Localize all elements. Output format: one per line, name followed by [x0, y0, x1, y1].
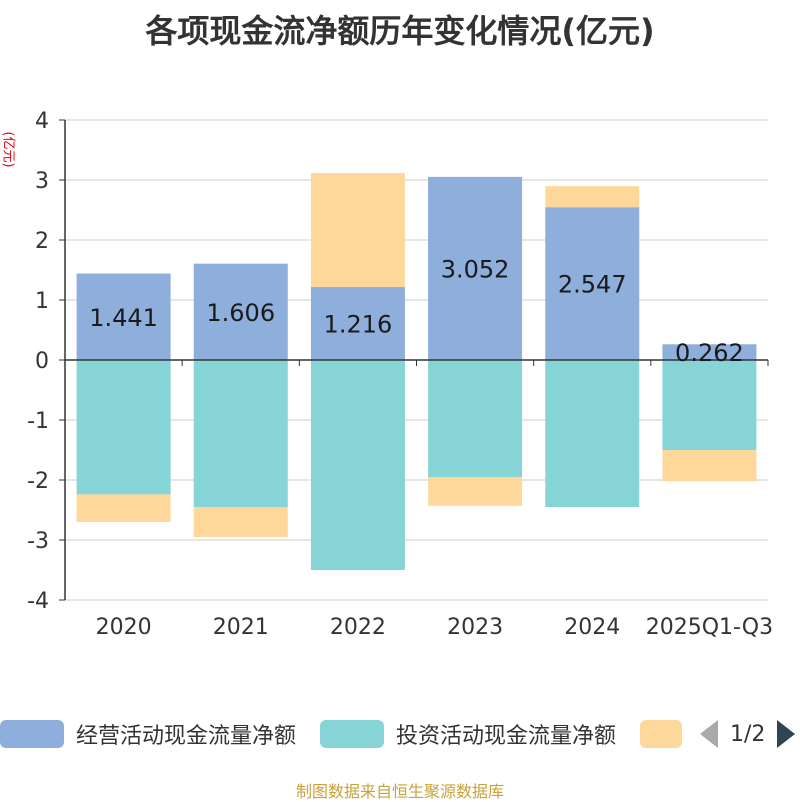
data-label: 1.606 — [206, 299, 275, 327]
bar-financing-2022 — [310, 173, 405, 288]
data-label: 2.547 — [558, 271, 627, 299]
legend-pager: 1/2 — [700, 716, 796, 752]
bar-financing-2021 — [193, 507, 288, 537]
bar-operating-2025Q1-Q3 — [662, 344, 757, 360]
bar-financing-2025Q1-Q3 — [662, 450, 757, 482]
x-tick-label: 2023 — [447, 615, 503, 640]
bar-financing-2023 — [428, 477, 523, 506]
data-source-note: 制图数据来自恒生聚源数据库 — [295, 782, 504, 801]
bar-operating-2022 — [310, 287, 405, 360]
y-tick-label: -3 — [27, 529, 49, 554]
bar-investing-2023 — [428, 360, 523, 477]
data-label: 1.441 — [89, 304, 158, 332]
legend: 经营活动现金流量净额 投资活动现金流量净额 1/2 — [0, 716, 800, 756]
bar-operating-2023 — [428, 176, 523, 360]
bar-financing-2024 — [545, 186, 640, 208]
y-tick-label: 4 — [35, 109, 49, 134]
pager-page-indicator: 1/2 — [730, 721, 766, 747]
y-tick-label: -2 — [27, 469, 49, 494]
y-tick-label: -4 — [27, 589, 49, 614]
bar-operating-2024 — [545, 207, 640, 360]
y-tick-label: 1 — [35, 289, 49, 314]
legend-swatch-operating — [0, 720, 64, 748]
x-tick-label: 2021 — [213, 615, 269, 640]
y-tick-label: -1 — [27, 409, 49, 434]
legend-item-investing[interactable]: 投资活动现金流量净额 — [320, 716, 616, 752]
bar-investing-2020 — [76, 360, 171, 495]
legend-label-operating: 经营活动现金流量净额 — [76, 724, 297, 749]
legend-item-operating[interactable]: 经营活动现金流量净额 — [0, 716, 296, 752]
bar-investing-2024 — [545, 360, 640, 507]
legend-swatch-financing — [640, 720, 682, 748]
legend-item-financing[interactable] — [640, 716, 682, 752]
chart-title: 各项现金流净额历年变化情况(亿元) — [145, 12, 655, 50]
pager-prev-icon[interactable] — [700, 720, 718, 748]
bar-operating-2020 — [76, 273, 171, 360]
x-tick-label: 2025Q1-Q3 — [646, 615, 773, 640]
data-label: 0.262 — [675, 339, 744, 367]
bar-operating-2021 — [193, 263, 288, 360]
bar-financing-2020 — [76, 494, 171, 522]
legend-swatch-investing — [320, 720, 384, 748]
bar-investing-2022 — [310, 360, 405, 570]
x-tick-label: 2020 — [96, 615, 152, 640]
y-tick-label: 2 — [35, 229, 49, 254]
data-label: 3.052 — [441, 255, 510, 283]
x-tick-label: 2022 — [330, 615, 386, 640]
pager-next-icon[interactable] — [777, 720, 796, 748]
data-label: 1.216 — [324, 311, 393, 339]
x-tick-label: 2024 — [564, 615, 620, 640]
y-tick-label: 3 — [35, 169, 49, 194]
legend-label-investing: 投资活动现金流量净额 — [396, 724, 617, 749]
bar-investing-2025Q1-Q3 — [662, 360, 757, 450]
bar-investing-2021 — [193, 360, 288, 507]
y-tick-label: 0 — [35, 349, 49, 374]
chart-plot: 4 3 2 1 0 -1 -2 -3 -4 2020 2021 2022 2023 2024 2025Q1-… — [27, 109, 773, 640]
